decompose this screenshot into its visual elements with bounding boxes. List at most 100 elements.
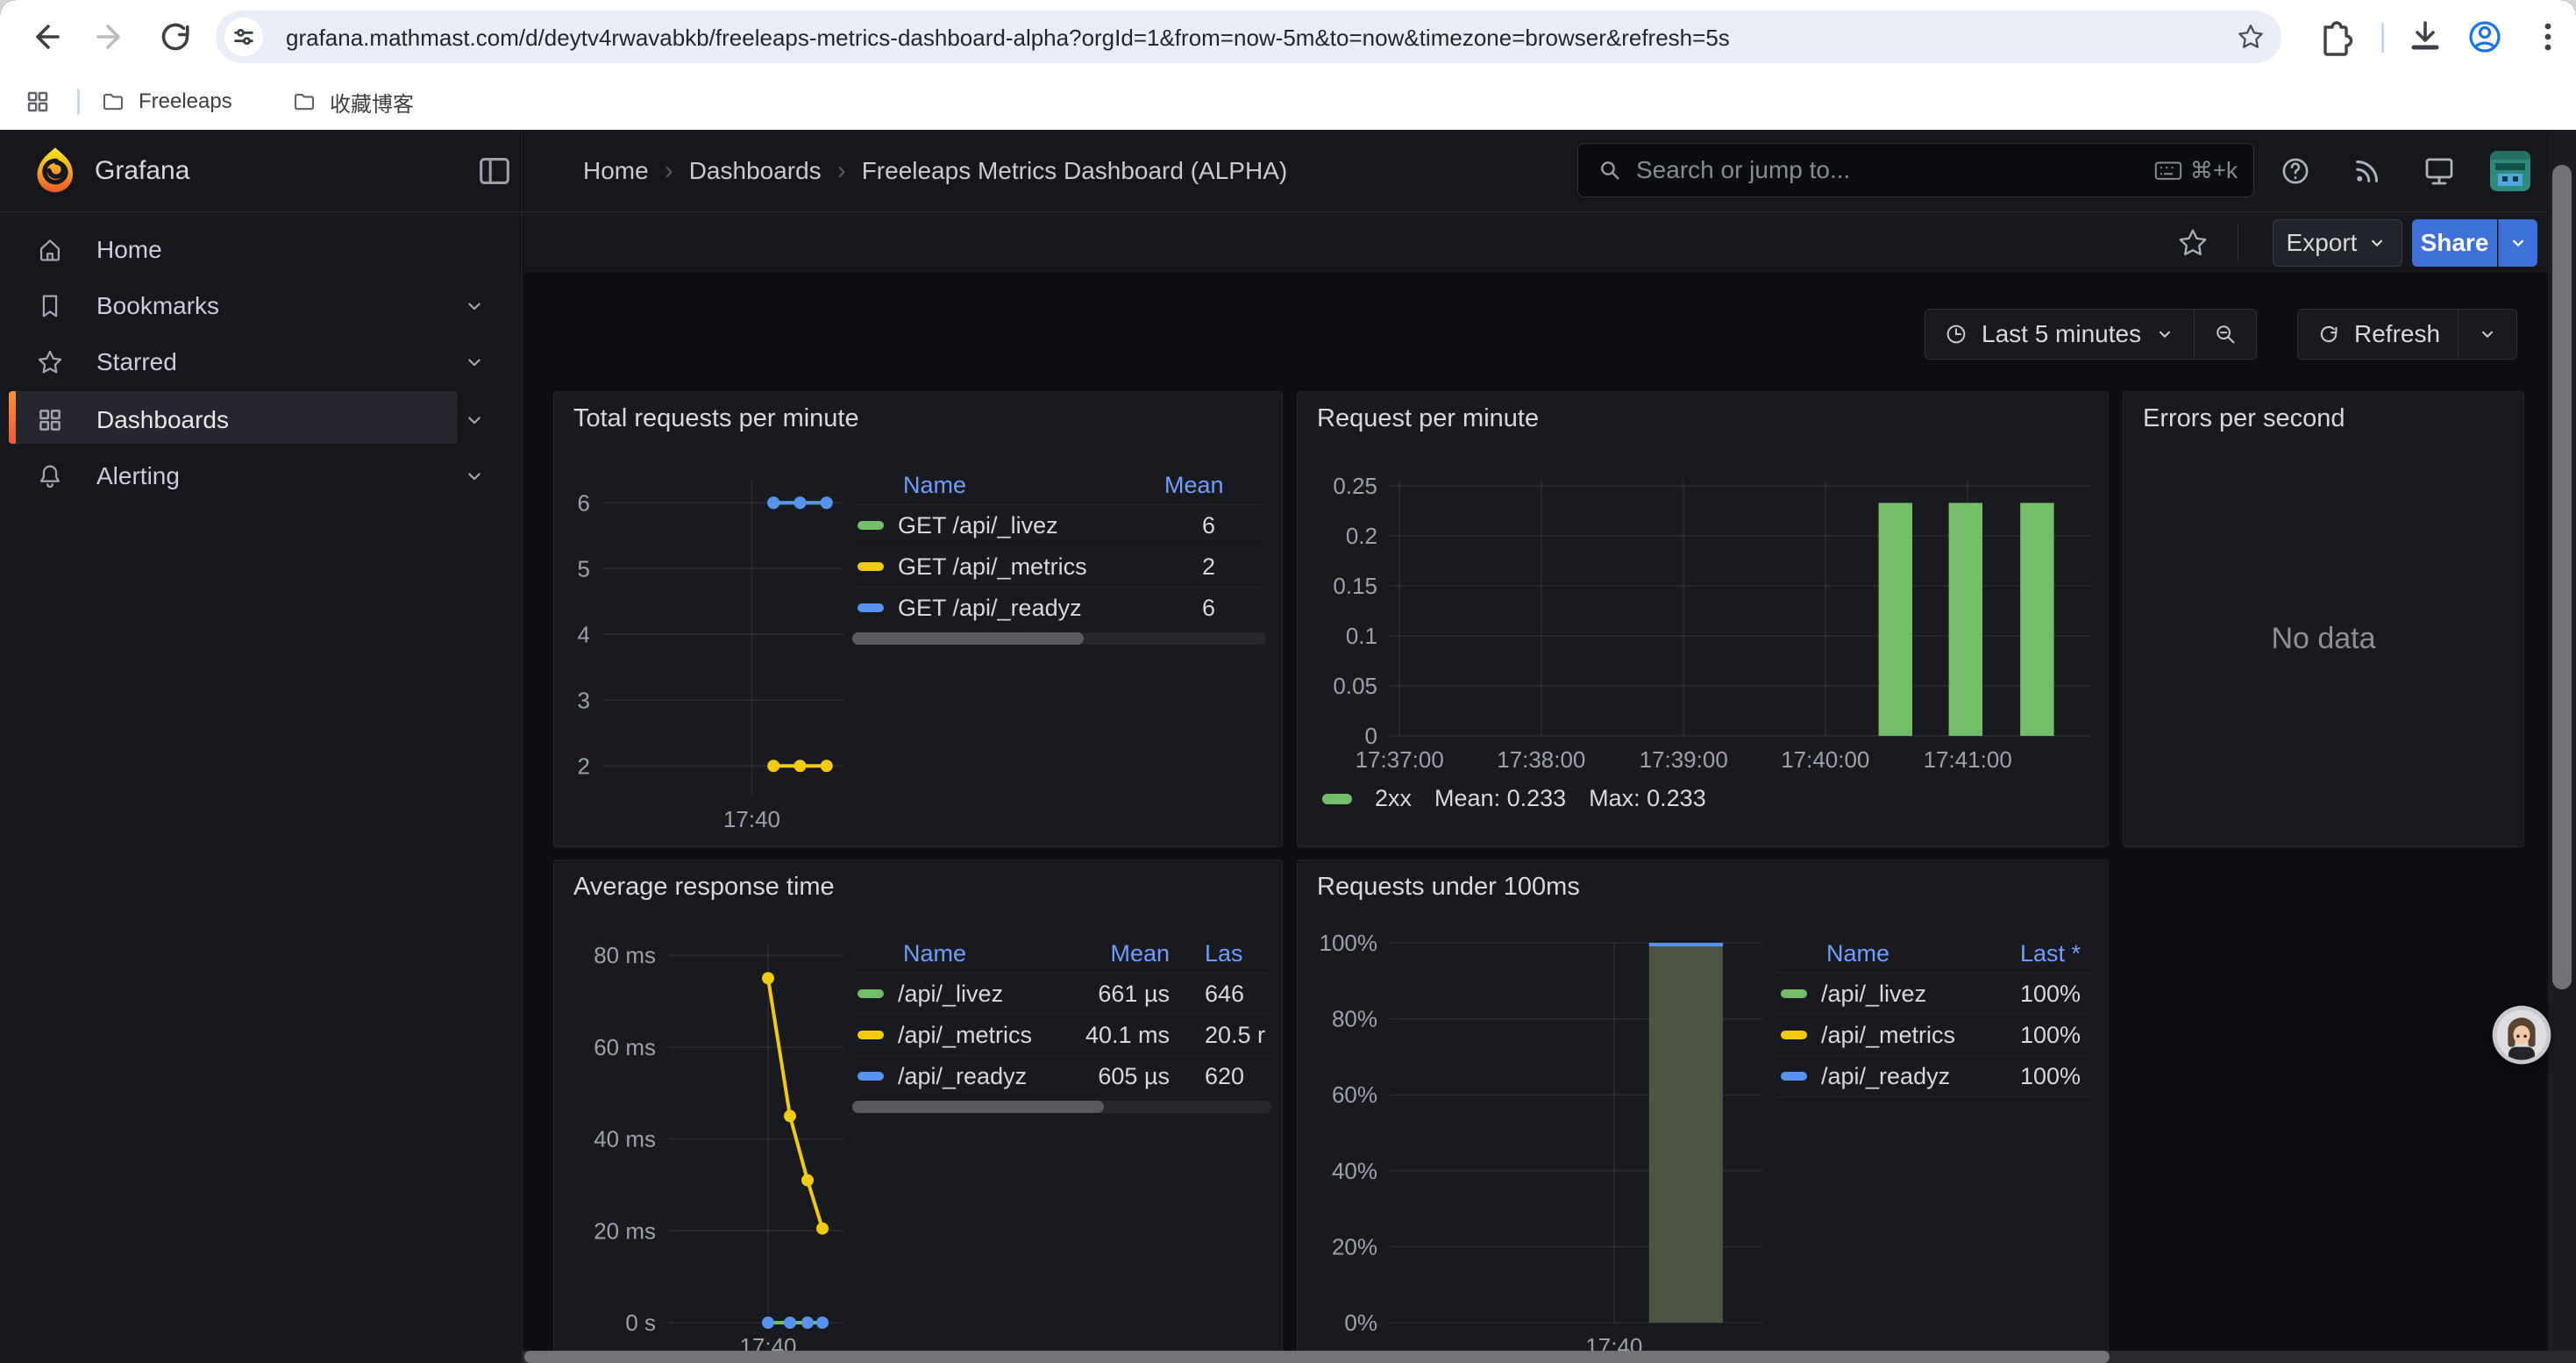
series-color-swatch [1781,989,1807,998]
forward-icon[interactable] [89,16,132,58]
share-button[interactable]: Share [2412,219,2497,267]
legend-row[interactable]: /api/_metrics 100% [1775,1014,2091,1055]
grafana-sidebar [0,130,523,1363]
legend-row[interactable]: /api/_livez 100% [1775,973,2091,1014]
legend-row[interactable]: GET /api/_readyz 6 [852,587,1266,628]
bookmark-star-icon[interactable] [2236,22,2266,52]
segment-divider [2194,310,2195,359]
bookmark-label: Freeleaps [139,89,232,113]
keyboard-icon [2154,161,2181,180]
chevron-down-icon[interactable] [461,349,487,375]
export-button[interactable]: Export [2273,219,2402,267]
search-input[interactable]: Search or jump to... ⌘+k [1577,143,2254,197]
svg-text:60%: 60% [1332,1081,1377,1108]
time-range-label: Last 5 minutes [1982,320,2142,347]
monitor-icon[interactable] [2421,153,2458,189]
user-avatar[interactable] [2490,151,2530,191]
legend-row[interactable]: /api/_readyz 100% [1775,1055,2091,1097]
chevron-down-icon[interactable] [461,293,487,319]
refresh-button[interactable]: Refresh [2298,310,2458,359]
timeseries-chart[interactable]: 6 5 4 3 2 17:40 [554,392,1283,847]
bookmark-label: 收藏博客 [330,92,414,117]
breadcrumb-separator: › [664,155,673,185]
downloads-icon[interactable] [2404,16,2446,58]
time-range-picker[interactable]: Last 5 minutes [1925,310,2194,359]
toolbar-divider [2381,23,2384,53]
folder-icon [103,93,124,111]
legend-scrollbar[interactable] [852,1101,1271,1113]
bar-chart[interactable]: 0.25 0.2 0.15 0.1 0.05 017:37:00 17:38:00 17:39… [1298,392,2109,847]
share-menu-button[interactable] [2498,219,2537,267]
folder-icon [294,93,315,111]
sidebar-item-home[interactable]: Home [0,222,523,278]
svg-text:6: 6 [578,489,590,516]
reload-icon[interactable] [154,16,196,58]
zoom-out-button[interactable] [2195,310,2256,359]
series-color-swatch [857,603,884,612]
series-color-swatch [857,521,884,530]
legend-header: Name Mean [903,471,1224,498]
legend-scrollbar[interactable] [852,632,1266,645]
bookmark-icon [42,295,58,318]
address-bar[interactable]: grafana.mathmast.com/d/deytv4rwavabkb/fr… [216,11,2281,63]
legend-table[interactable]: Name Last * /api/_livez 100%/api/_metrics 10… [1775,934,2091,1097]
panel-title[interactable]: Errors per second [2143,404,2345,432]
legend-row[interactable]: /api/_livez 661 µs 646 [852,973,1271,1014]
refresh-interval-button[interactable] [2459,310,2516,359]
panel-title[interactable]: Requests under 100ms [1317,873,1580,901]
bookmark-folder-freeleaps[interactable]: Freeleaps [88,81,245,123]
url-text[interactable]: grafana.mathmast.com/d/deytv4rwavabkb/fr… [286,25,1730,51]
legend-row[interactable]: /api/_readyz 605 µs 620 [852,1055,1271,1096]
menu-icon[interactable] [2527,16,2569,58]
active-item-background [9,391,458,444]
legend-row[interactable]: /api/_metrics 40.1 ms 20.5 r [852,1014,1271,1055]
chart-legend[interactable]: 2xx Mean: 0.233 Max: 0.233 [1322,785,1706,812]
back-icon[interactable] [25,16,67,58]
breadcrumb-home[interactable]: Home [583,156,649,184]
segment-divider [2458,310,2459,359]
help-icon[interactable] [2277,153,2314,189]
breadcrumb-current: Freeleaps Metrics Dashboard (ALPHA) [861,156,1288,184]
favorite-dashboard-star-icon[interactable] [2176,226,2210,260]
assistant-avatar[interactable] [2492,1005,2551,1065]
bell-icon [39,465,60,489]
legend-table[interactable]: Name Mean GET /api/_livez 6 GET /api/_metric… [852,466,1266,645]
svg-text:4: 4 [578,621,590,647]
chevron-down-icon [2482,331,2494,338]
panel-title[interactable]: Average response time [573,873,835,901]
svg-text:0.2: 0.2 [1346,523,1377,549]
sidebar-toggle-icon[interactable] [474,151,515,191]
clock-icon [1946,325,1966,344]
extensions-icon[interactable] [2313,16,2355,58]
svg-text:0%: 0% [1344,1309,1377,1336]
sidebar-item-alerting[interactable]: Alerting [0,448,523,504]
site-settings-icon[interactable] [224,18,263,56]
chevron-down-icon[interactable] [461,407,487,433]
panel-errors-per-second: Errors per second No data [2123,391,2524,847]
legend-row[interactable]: GET /api/_livez 6 [852,504,1266,546]
legend-row[interactable]: GET /api/_metrics 2 [852,546,1266,587]
vertical-scrollbar-thumb[interactable] [2552,165,2572,989]
panel-title[interactable]: Total requests per minute [573,404,859,432]
chevron-down-icon[interactable] [461,463,487,489]
sidebar-item-dashboards[interactable]: Dashboards [0,392,523,448]
profile-icon[interactable] [2464,16,2506,58]
series-color-swatch [857,562,884,571]
sidebar-item-starred[interactable]: Starred [0,334,523,390]
apps-grid-icon[interactable] [25,89,51,115]
panel-title[interactable]: Request per minute [1317,404,1540,432]
search-icon [1601,161,1619,180]
grafana-brand[interactable]: Grafana [95,156,190,185]
grafana-logo[interactable] [30,146,81,196]
refresh-icon [2320,325,2338,343]
legend-table[interactable]: Name Mean Las/api/_livez 661 µs 646/api/_met… [852,934,1271,1113]
svg-text:0.25: 0.25 [1333,473,1377,499]
breadcrumb-dashboards[interactable]: Dashboards [688,156,822,184]
bookmark-folder-blogs[interactable]: 收藏博客 [279,81,426,123]
breadcrumb: Home › Dashboards › Freeleaps Metrics Da… [583,130,1287,211]
svg-text:17:38:00: 17:38:00 [1497,746,1585,773]
sidebar-item-bookmarks[interactable]: Bookmarks [0,278,523,334]
svg-text:0 s: 0 s [625,1309,656,1336]
news-rss-icon[interactable] [2349,153,2386,189]
horizontal-scrollbar-thumb[interactable] [524,1351,2110,1363]
